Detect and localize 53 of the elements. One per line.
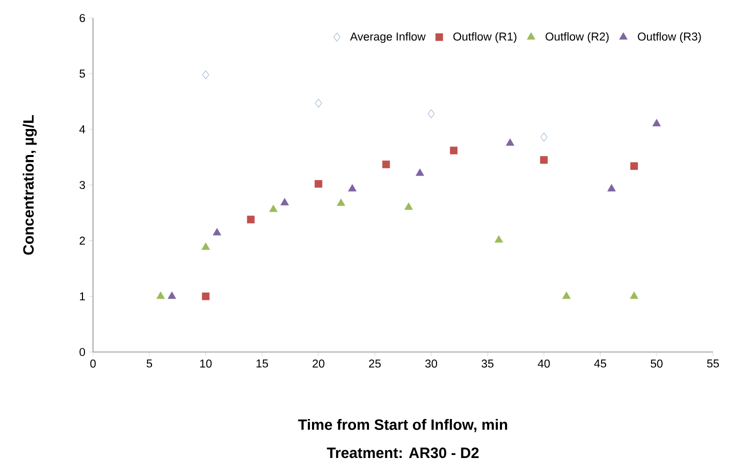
legend-label: Outflow (R1) bbox=[453, 32, 516, 43]
legend-label: Outflow (R2) bbox=[546, 32, 609, 43]
point bbox=[404, 202, 413, 210]
text: Treatment: AR30 - D2 bbox=[326, 448, 479, 458]
point bbox=[562, 292, 571, 299]
point bbox=[416, 168, 424, 176]
legend-label: Outflow (R3) bbox=[638, 32, 701, 43]
point bbox=[607, 184, 616, 192]
point bbox=[428, 109, 435, 118]
point bbox=[540, 156, 548, 164]
point bbox=[202, 242, 210, 250]
point bbox=[168, 292, 176, 299]
point bbox=[156, 292, 165, 299]
point bbox=[630, 292, 638, 299]
point bbox=[314, 180, 322, 188]
point bbox=[202, 292, 210, 300]
x-tick-label: 25 bbox=[369, 360, 381, 368]
point bbox=[494, 235, 503, 243]
point bbox=[348, 184, 356, 192]
x-tick-label: 0 bbox=[90, 360, 96, 368]
point bbox=[630, 162, 638, 170]
point bbox=[336, 198, 346, 206]
x-tick-label: 30 bbox=[425, 360, 438, 368]
point bbox=[315, 98, 322, 108]
y-tick-label: 4 bbox=[79, 125, 86, 134]
x-tick-label: 10 bbox=[200, 360, 212, 368]
y-tick-label: 2 bbox=[80, 236, 85, 245]
x-tick-label: 20 bbox=[312, 360, 324, 368]
point bbox=[202, 70, 210, 80]
x-tick-label: 5 bbox=[146, 360, 152, 368]
y-axis-title: Concentration, µg/L bbox=[22, 115, 37, 255]
legend-label: Average Inflow bbox=[350, 32, 426, 43]
point bbox=[212, 228, 222, 236]
point bbox=[652, 118, 661, 126]
x-tick-label: 40 bbox=[538, 360, 550, 368]
y-tick-label: 5 bbox=[80, 70, 85, 78]
x-tick-label: 45 bbox=[594, 360, 606, 368]
x-tick-label: 55 bbox=[707, 360, 719, 368]
x-tick-label: 15 bbox=[256, 360, 268, 368]
y-tick-label: 6 bbox=[80, 14, 85, 22]
point bbox=[450, 146, 458, 154]
x-axis-title: Time from Start of Inflow, min bbox=[298, 418, 508, 432]
point bbox=[382, 160, 390, 168]
point bbox=[506, 138, 514, 146]
point bbox=[280, 198, 289, 206]
y-tick-label: 1 bbox=[80, 292, 85, 300]
x-tick-label: 35 bbox=[482, 360, 494, 368]
x-tick-label: 50 bbox=[650, 360, 663, 368]
point bbox=[540, 132, 548, 142]
y-tick-label: 3 bbox=[80, 180, 85, 190]
point bbox=[247, 216, 255, 224]
point bbox=[269, 204, 278, 212]
y-tick-label: 0 bbox=[80, 348, 86, 356]
